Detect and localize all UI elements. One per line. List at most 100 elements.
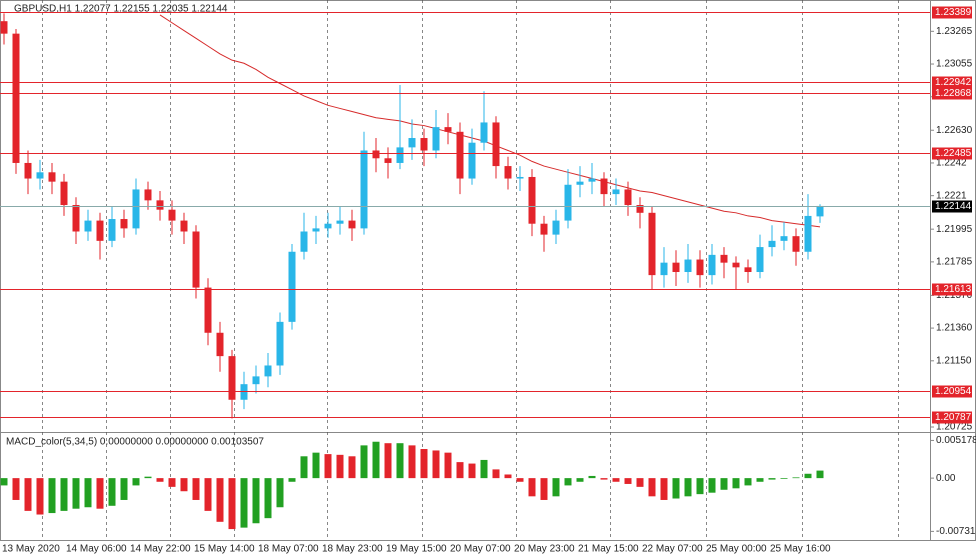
candle-body [744, 267, 752, 273]
histogram-bar [636, 478, 644, 487]
candle-body [480, 122, 488, 143]
candle-body [120, 219, 128, 229]
histogram-bar [168, 478, 176, 487]
x-tick-label: 19 May 15:00 [386, 544, 447, 555]
histogram-bar [648, 478, 656, 497]
histogram-bar [156, 478, 164, 482]
x-tick-label: 18 May 23:00 [322, 544, 383, 555]
x-tick-label: 18 May 07:00 [258, 544, 319, 555]
histogram-bar [300, 456, 308, 479]
candle-body [816, 205, 824, 217]
histogram-bar [180, 478, 188, 492]
y-tick-label: 1.23055 [936, 59, 973, 70]
level-label: 1.22868 [935, 88, 972, 99]
candle-body [528, 176, 536, 224]
level-label-box [932, 411, 972, 424]
y-tick-label: 1.21785 [936, 257, 973, 268]
y-tick-label: 1.20725 [936, 422, 973, 433]
histogram-bar [804, 473, 812, 479]
histogram-bar [348, 456, 356, 479]
current-price-label: 1.22144 [935, 201, 972, 212]
histogram-bar [240, 478, 248, 528]
histogram-bar [396, 443, 404, 479]
candle-body [780, 236, 788, 241]
candle-body [204, 287, 212, 333]
level-label: 1.20954 [935, 386, 972, 397]
candle-body [804, 215, 812, 252]
x-tick-label: 20 May 07:00 [450, 544, 511, 555]
histogram-bar [528, 478, 536, 497]
y-tick-label: 1.21360 [936, 323, 973, 334]
candle-body [588, 178, 596, 182]
candle-body [396, 147, 404, 163]
histogram-bar [588, 475, 596, 479]
histogram-bar [384, 443, 392, 479]
y-tick-label: 1.21995 [936, 224, 973, 235]
level-label-box [932, 385, 972, 398]
candle-body [228, 356, 236, 400]
y-tick-label: 0.00 [936, 473, 956, 484]
x-tick-label: 13 May 2020 [2, 544, 60, 555]
candle-body [84, 220, 92, 232]
indicator-title: MACD_color(5,34,5) 0.00000000 0.00000000… [6, 437, 264, 448]
candle-body [24, 162, 32, 179]
histogram-bar [624, 478, 632, 484]
candle-body [312, 228, 320, 232]
histogram-bar [660, 478, 668, 500]
histogram-bar [372, 441, 380, 479]
histogram-bar [480, 459, 488, 479]
histogram-bar [732, 478, 740, 489]
candle-body [192, 231, 200, 288]
histogram-bar [756, 478, 764, 482]
candle-body [660, 262, 668, 276]
candle-body [252, 376, 260, 385]
histogram-bar [0, 478, 8, 486]
candle-body [276, 321, 284, 366]
candle-body [108, 219, 116, 241]
candle-body [600, 178, 608, 195]
candle-body [576, 181, 584, 185]
histogram-bar [432, 450, 440, 479]
x-tick-label: 15 May 14:00 [194, 544, 255, 555]
level-label-box [932, 283, 972, 296]
level-label: 1.22942 [935, 77, 972, 88]
y-tick-label: 1.21570 [936, 290, 973, 301]
histogram-bar [792, 477, 800, 479]
candle-body [12, 33, 20, 163]
candle-body [336, 220, 344, 224]
candle-body [156, 200, 164, 210]
level-label-box [932, 87, 972, 100]
x-tick-label: 20 May 23:00 [514, 544, 575, 555]
level-label: 1.22485 [935, 148, 972, 159]
level-label: 1.21613 [935, 284, 972, 295]
histogram-bar [552, 478, 560, 497]
x-tick-label: 14 May 22:00 [130, 544, 191, 555]
histogram-bar [48, 478, 56, 514]
histogram-bar [96, 478, 104, 509]
x-tick-label: 22 May 07:00 [642, 544, 703, 555]
level-label: 1.20787 [935, 412, 972, 423]
histogram-bar [816, 470, 824, 479]
candle-body [756, 247, 764, 273]
y-tick-label: 1.23265 [936, 26, 973, 37]
histogram-bar [36, 478, 44, 515]
histogram-bar [312, 452, 320, 479]
histogram-bar [708, 478, 716, 493]
histogram-bar [576, 478, 584, 482]
candle-body [360, 150, 368, 229]
candle-body [552, 220, 560, 235]
histogram-bar [612, 478, 620, 482]
x-tick-label: 21 May 15:00 [578, 544, 639, 555]
candle-body [36, 172, 44, 179]
histogram-bar [360, 445, 368, 479]
candle-body [636, 205, 644, 213]
histogram-bar [84, 478, 92, 508]
candle-body [288, 251, 296, 322]
candle-body [768, 240, 776, 248]
candle-body [468, 142, 476, 179]
candle-body [168, 209, 176, 221]
candle-body [648, 212, 656, 276]
candle-body [708, 254, 716, 276]
moving-average [159, 14, 821, 228]
x-tick-label: 25 May 00:00 [706, 544, 767, 555]
